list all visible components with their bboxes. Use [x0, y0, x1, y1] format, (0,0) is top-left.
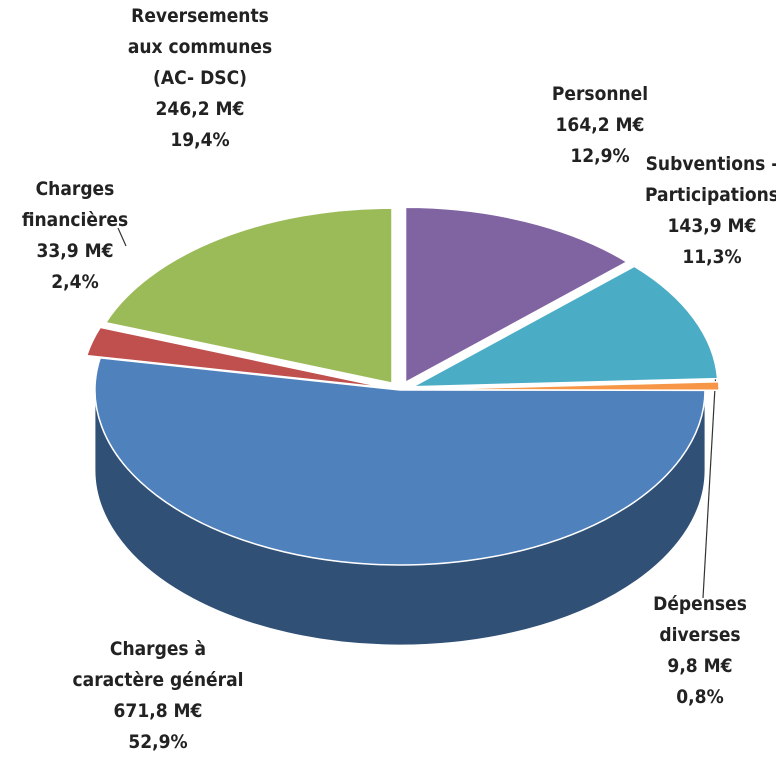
- percentage-label: 19,4%: [170, 129, 229, 151]
- label-line: Subventions -: [646, 153, 776, 175]
- percentage-label: 11,3%: [682, 246, 741, 268]
- label-line: Charges: [36, 178, 115, 200]
- label-line: (AC- DSC): [153, 67, 247, 89]
- slice: [413, 380, 720, 391]
- label-line: Dépenses: [653, 593, 747, 615]
- slice-label: Dépenses diverses: [653, 593, 747, 646]
- value-label: 9,8 M€: [667, 655, 732, 677]
- value-label: 246,2 M€: [156, 98, 245, 120]
- value-label: 33,9 M€: [36, 240, 113, 262]
- label-line: diverses: [659, 624, 740, 646]
- slice-label: Charges à caractère général: [73, 638, 244, 691]
- percentage-label: 2,4%: [51, 271, 98, 293]
- percentage-label: 12,9%: [570, 145, 629, 167]
- label-line: caractère général: [73, 669, 244, 691]
- label-line: aux communes: [128, 36, 272, 58]
- leader-line: [117, 227, 127, 247]
- slice-label: Reversements aux communes (AC- DSC): [128, 5, 272, 89]
- label-line: financières: [22, 209, 128, 231]
- label-line: Charges à: [110, 638, 206, 660]
- slice: [94, 357, 706, 566]
- percentage-label: 0,8%: [676, 686, 723, 708]
- label-line: Reversements: [131, 5, 269, 27]
- slice-label: Personnel: [552, 83, 648, 105]
- percentage-label: 52,9%: [128, 731, 187, 753]
- value-label: 671,8 M€: [114, 700, 203, 722]
- slice: [85, 326, 387, 389]
- slice-label: Charges financières: [22, 178, 128, 231]
- value-label: 164,2 M€: [556, 114, 645, 136]
- label-line: Participations: [645, 184, 776, 206]
- slice: [104, 207, 393, 385]
- slice-label: Subventions - Participations: [645, 153, 776, 206]
- slice: [404, 206, 629, 384]
- leader-line: [702, 369, 717, 599]
- slice: [412, 265, 719, 388]
- value-label: 143,9 M€: [668, 215, 757, 237]
- label-line: Personnel: [552, 83, 648, 105]
